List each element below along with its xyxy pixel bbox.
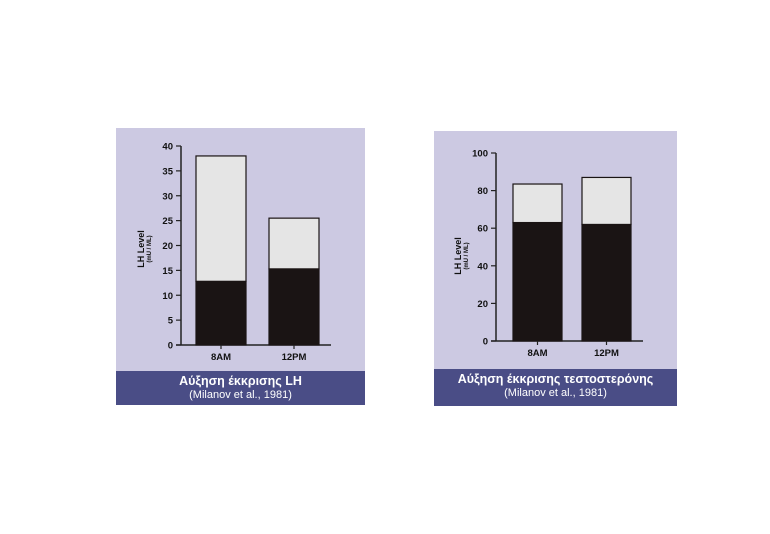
bar-segment-light bbox=[512, 183, 563, 224]
chart-svg: 0 20 40 60 80 100 8AM 12PM bbox=[472, 149, 643, 359]
caption-title: Αύξηση έκκρισης τεστοστερόνης bbox=[457, 372, 654, 386]
y-axis-title: LH Level (mU / ML) bbox=[453, 221, 471, 291]
y-axis-label: LH Level bbox=[453, 237, 463, 275]
y-tick-label: 5 bbox=[168, 316, 174, 327]
bar-segment-light bbox=[195, 155, 247, 282]
y-tick-label: 35 bbox=[162, 166, 173, 177]
x-tick-label: 8AM bbox=[211, 352, 231, 363]
bar-segment-light bbox=[268, 217, 320, 270]
y-tick-label: 60 bbox=[477, 224, 488, 235]
x-tick-label: 8AM bbox=[527, 348, 547, 359]
chart-caption: Αύξηση έκκρισης τεστοστερόνης (Milanov e… bbox=[434, 369, 677, 406]
y-tick-label: 40 bbox=[477, 261, 488, 272]
bar-segment-dark bbox=[268, 268, 320, 346]
chart-panel-testosterone: 0 20 40 60 80 100 8AM 12PM LH Level (mU / ML) Α… bbox=[434, 131, 677, 406]
bar-segment-dark bbox=[512, 221, 563, 342]
y-tick-label: 100 bbox=[472, 149, 488, 160]
chart-panel-lh: 0 5 10 15 20 25 30 35 40 8AM 12PM LH Level (mU / M… bbox=[116, 128, 365, 405]
y-tick-label: 20 bbox=[477, 299, 488, 310]
y-tick-label: 80 bbox=[477, 186, 488, 197]
y-axis-label: LH Level bbox=[136, 230, 146, 268]
bar-segment-light bbox=[581, 176, 632, 226]
plot-area: 0 5 10 15 20 25 30 35 40 8AM 12PM LH Level (mU / M… bbox=[116, 128, 365, 371]
plot-area: 0 20 40 60 80 100 8AM 12PM LH Level (mU / ML) bbox=[434, 131, 677, 369]
x-tick-label: 12PM bbox=[282, 352, 307, 363]
bar-segment-dark bbox=[581, 223, 632, 342]
y-tick-label: 10 bbox=[162, 291, 173, 302]
y-tick-label: 0 bbox=[168, 341, 173, 352]
y-axis-unit: (mU / ML) bbox=[147, 235, 153, 263]
y-axis-title: LH Level (mU / ML) bbox=[136, 214, 154, 284]
y-tick-label: 40 bbox=[162, 142, 173, 153]
chart-svg: 0 5 10 15 20 25 30 35 40 8AM 12PM bbox=[162, 142, 331, 363]
y-axis-unit: (mU / ML) bbox=[464, 242, 470, 270]
y-tick-label: 20 bbox=[162, 241, 173, 252]
y-tick-label: 15 bbox=[162, 266, 173, 277]
chart-caption: Αύξηση έκκρισης LH (Milanov et al., 1981… bbox=[116, 371, 365, 405]
caption-source: (Milanov et al., 1981) bbox=[504, 387, 607, 399]
bar-segment-dark bbox=[195, 280, 247, 346]
caption-source: (Milanov et al., 1981) bbox=[189, 389, 292, 401]
y-tick-label: 0 bbox=[483, 337, 488, 348]
y-tick-label: 25 bbox=[162, 216, 173, 227]
caption-title: Αύξηση έκκρισης LH bbox=[179, 374, 302, 388]
y-tick-label: 30 bbox=[162, 191, 173, 202]
x-tick-label: 12PM bbox=[594, 348, 619, 359]
